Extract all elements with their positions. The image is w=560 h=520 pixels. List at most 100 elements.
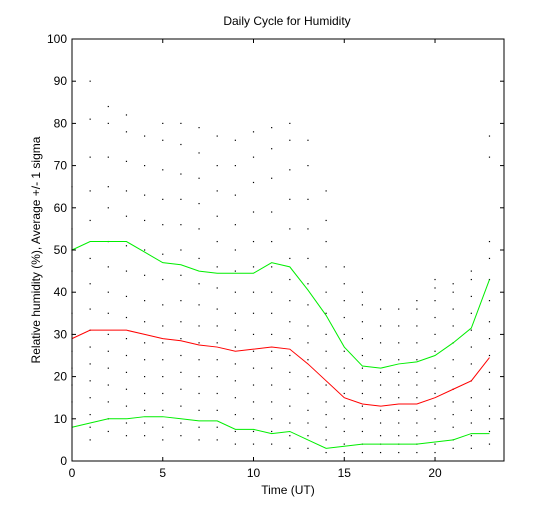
- scatter-point: [180, 422, 182, 424]
- scatter-point: [361, 380, 364, 382]
- scatter-point: [162, 224, 164, 226]
- scatter-point: [343, 418, 345, 420]
- scatter-point: [252, 266, 255, 268]
- scatter-point: [144, 435, 146, 437]
- scatter-point: [144, 249, 146, 251]
- x-tick-label: 20: [428, 466, 442, 480]
- scatter-point: [470, 422, 472, 424]
- scatter-point: [216, 325, 218, 327]
- scatter-point: [470, 346, 472, 348]
- scatter-point: [488, 321, 491, 323]
- scatter-point: [452, 376, 454, 378]
- scatter-point: [271, 291, 273, 293]
- scatter-point: [452, 447, 454, 449]
- scatter-point: [89, 439, 91, 441]
- scatter-point: [325, 413, 327, 416]
- scatter-point: [434, 367, 436, 369]
- scatter-point: [125, 215, 128, 217]
- scatter-point: [271, 333, 273, 335]
- scatter-point: [89, 283, 91, 285]
- scatter-point: [144, 135, 146, 137]
- scatter-point: [107, 430, 109, 433]
- scatter-point: [307, 435, 309, 437]
- scatter-point: [198, 409, 200, 411]
- scatter-point: [398, 384, 400, 386]
- scatter-point: [379, 397, 382, 399]
- chart-title: Daily Cycle for Humidity: [223, 14, 350, 28]
- scatter-point: [252, 367, 255, 369]
- scatter-point: [325, 312, 327, 314]
- scatter-point: [307, 392, 309, 395]
- scatter-point: [488, 156, 491, 158]
- scatter-point: [398, 325, 400, 327]
- scatter-point: [234, 443, 236, 445]
- scatter-point: [307, 325, 309, 327]
- scatter-point: [162, 198, 164, 200]
- scatter-point: [271, 177, 273, 179]
- scatter-point: [325, 367, 327, 369]
- scatter-point: [398, 397, 400, 399]
- scatter-point: [234, 397, 236, 399]
- scatter-point: [398, 308, 400, 310]
- scatter-point: [198, 257, 200, 260]
- scatter-point: [271, 148, 273, 150]
- scatter-point: [180, 435, 182, 437]
- scatter-point: [107, 266, 109, 268]
- scatter-point: [271, 312, 273, 314]
- scatter-point: [307, 283, 309, 285]
- scatter-point: [107, 105, 109, 108]
- scatter-point: [216, 165, 218, 167]
- y-tick-label: 60: [54, 201, 68, 215]
- scatter-point: [234, 312, 236, 314]
- scatter-point: [488, 405, 491, 407]
- scatter-point: [379, 371, 382, 373]
- scatter-point: [343, 443, 345, 445]
- scatter-point: [162, 426, 164, 428]
- scatter-point: [234, 413, 236, 416]
- scatter-point: [107, 367, 109, 369]
- scatter-point: [361, 367, 364, 369]
- scatter-point: [361, 354, 364, 357]
- scatter-point: [452, 283, 454, 285]
- scatter-point: [252, 312, 255, 314]
- scatter-point: [125, 295, 128, 298]
- scatter-point: [289, 321, 291, 323]
- scatter-point: [416, 435, 418, 437]
- scatter-point: [361, 392, 364, 395]
- y-tick-label: 70: [54, 159, 68, 173]
- scatter-point: [343, 300, 345, 302]
- scatter-point: [343, 333, 345, 335]
- scatter-point: [216, 135, 218, 137]
- scatter-point: [107, 207, 109, 209]
- scatter-point: [452, 401, 454, 403]
- scatter-point: [144, 194, 146, 196]
- scatter-point: [343, 451, 345, 454]
- scatter-point: [125, 338, 128, 340]
- scatter-point: [307, 409, 309, 411]
- scatter-point: [234, 224, 236, 226]
- scatter-point: [125, 114, 128, 116]
- scatter-point: [271, 367, 273, 369]
- scatter-point: [452, 291, 454, 293]
- y-tick-label: 20: [54, 370, 68, 384]
- scatter-point: [89, 380, 91, 382]
- series-layer: [71, 241, 490, 449]
- scatter-point: [416, 451, 418, 454]
- series-line-2: [71, 416, 490, 449]
- scatter-point: [125, 131, 128, 133]
- scatter-point: [434, 287, 436, 289]
- scatter-point: [198, 228, 200, 230]
- scatter-point: [162, 278, 164, 281]
- scatter-point: [252, 240, 255, 243]
- scatter-point: [234, 165, 236, 167]
- scatter-point: [289, 338, 291, 340]
- scatter-point: [325, 190, 327, 192]
- scatter-point: [89, 426, 91, 428]
- scatter-point: [144, 342, 146, 344]
- scatter-point: [325, 333, 327, 335]
- scatter-point: [343, 430, 345, 433]
- scatter-point: [198, 426, 200, 428]
- plot-frame: [71, 38, 505, 462]
- scatter-point: [379, 359, 382, 361]
- scatter-point: [379, 435, 382, 437]
